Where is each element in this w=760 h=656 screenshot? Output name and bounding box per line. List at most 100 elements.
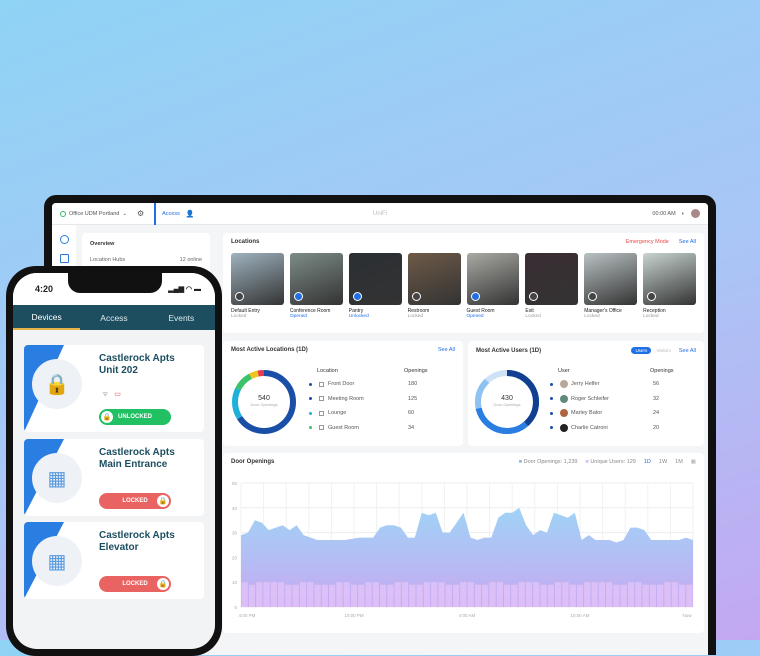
device-card[interactable]: 🔒 Castlerock Apts Unit 202 ᯤ ▭ 🔒 UNLOCKED: [24, 345, 204, 432]
table-row[interactable]: Marley Bator 24: [550, 406, 695, 421]
toggle-visitors[interactable]: Visitors: [656, 348, 671, 353]
col-openings: Openings: [650, 368, 674, 374]
lock-status-button[interactable]: 🔒 UNLOCKED: [99, 409, 171, 425]
col-location: Location: [317, 368, 338, 374]
user-avatar: [560, 423, 568, 432]
openings-value: 125: [408, 395, 418, 402]
user-name: Charlie Catroni: [571, 424, 608, 431]
location-tile[interactable]: Manager's Office Locked: [584, 253, 638, 319]
device-name-line2: Unit 202: [99, 365, 138, 376]
location-name: Manager's Office: [584, 308, 622, 314]
openings-value: 60: [408, 410, 415, 417]
dashboard-icon[interactable]: [59, 235, 69, 244]
unlocked-icon: 🔒: [101, 411, 113, 423]
device-name: Castlerock Apts Main Entrance: [99, 447, 175, 471]
table-row[interactable]: Meeting Room 125: [309, 392, 449, 407]
locations-title: Locations: [231, 239, 260, 245]
unique-users-bar: [503, 584, 511, 607]
phone: 4:20 ▂▄▆ ◠ ▬ Devices Access Events 🔒 Castl…: [6, 266, 222, 656]
door-icon: [293, 292, 303, 301]
user-name: Jerry Helfer: [571, 381, 600, 388]
table-row[interactable]: Roger Schleifer 32: [550, 392, 695, 407]
door-openings-area: [241, 507, 693, 607]
door-openings-chart: 0 10 20 30 40 50 4:00 PM 10:00 PM 4:00 AM 10:00 A…: [232, 481, 694, 618]
phone-screen: 4:20 ▂▄▆ ◠ ▬ Devices Access Events 🔒 Castl…: [13, 273, 215, 649]
location-tile[interactable]: Reception Locked: [643, 253, 696, 319]
unique-users-bar: [635, 582, 642, 607]
unique-users-bar: [489, 582, 496, 607]
keypad-icon: ▦: [32, 453, 82, 503]
device-name-line2: Elevator: [99, 542, 139, 553]
location-name: Reception: [643, 308, 666, 314]
site-selector[interactable]: Office UDM Portland ⌄: [60, 210, 127, 217]
lock-status-button[interactable]: 🔒 LOCKED: [99, 576, 171, 592]
unique-users-bar: [576, 584, 584, 607]
signal-wifi-battery-icon: ▂▄▆ ◠ ▬: [168, 286, 201, 293]
unique-users-bar: [496, 582, 503, 607]
tab-access[interactable]: Access: [154, 203, 186, 225]
location-tile[interactable]: Exit Locked: [525, 253, 579, 319]
see-all-link[interactable]: See All: [437, 347, 455, 353]
location-status: Opened: [289, 314, 307, 319]
unique-users-bar: [664, 582, 671, 607]
bullet: [550, 426, 553, 430]
unique-users-bar: [598, 582, 606, 607]
range-1d[interactable]: 1D: [643, 459, 651, 465]
settings-icon[interactable]: ⚙: [136, 209, 145, 218]
calendar-icon[interactable]: ▦: [690, 459, 696, 465]
table-row[interactable]: Lounge 60: [309, 406, 449, 421]
wifi-battery-icon: ᯤ ▭: [102, 391, 121, 398]
active-locations-card: Most Active Locations (1D) See All 540 Doo…: [223, 341, 463, 446]
table-row[interactable]: Jerry Helfer 56: [550, 377, 695, 392]
col-user: User: [558, 368, 570, 374]
lock-status-text: LOCKED: [122, 498, 148, 504]
range-1w[interactable]: 1W: [658, 459, 668, 465]
tab-events[interactable]: Events: [168, 312, 195, 323]
lock-status-button[interactable]: 🔒 LOCKED: [99, 493, 171, 509]
bullet: [309, 411, 312, 415]
table-row[interactable]: Charlie Catroni 20: [550, 421, 695, 436]
legend-door-openings: ■ Door Openings: 1,239: [518, 459, 578, 465]
unique-users-bar: [686, 584, 693, 607]
bullet: [550, 397, 553, 401]
location-tile[interactable]: Restroom Locked: [407, 253, 461, 319]
location-tile[interactable]: Default Entry Locked: [231, 253, 284, 319]
card-title: Most Active Users (1D): [476, 347, 542, 354]
table-row[interactable]: Guest Room 34: [309, 421, 449, 436]
users-donut: [475, 370, 539, 434]
bullet: [550, 411, 553, 415]
see-all-link[interactable]: See All: [678, 239, 696, 245]
users-icon[interactable]: 👤: [185, 210, 195, 218]
location-status: Opened: [466, 314, 484, 319]
overview-title: Overview: [90, 241, 115, 247]
openings-value: 180: [408, 381, 418, 388]
unique-users-bar: [452, 584, 460, 607]
see-all-link[interactable]: See All: [678, 347, 696, 354]
location-status: Locked: [584, 314, 600, 319]
location-tile[interactable]: Conference Room Opened: [289, 253, 343, 319]
range-1m[interactable]: 1M: [675, 459, 683, 465]
avatar[interactable]: [691, 209, 700, 218]
tab-access[interactable]: Access: [100, 312, 128, 323]
document-icon[interactable]: [59, 254, 69, 263]
tab-devices[interactable]: Devices: [13, 305, 81, 330]
device-card[interactable]: ▦ Castlerock Apts Main Entrance 🔒 LOCKED: [24, 439, 204, 516]
device-card[interactable]: ▦ Castlerock Apts Elevator 🔒 LOCKED: [24, 522, 204, 599]
emergency-mode-button[interactable]: Emergency Mode: [625, 239, 669, 245]
unique-users-bar: [270, 582, 277, 607]
phone-time: 4:20: [35, 284, 54, 294]
unique-users-bar: [307, 582, 314, 607]
brand: UniFi: [372, 210, 388, 217]
location-tile[interactable]: Pantry Unlocked: [348, 253, 402, 319]
toggle-users[interactable]: Users: [631, 347, 652, 354]
table-row[interactable]: Front Door 180: [309, 377, 449, 392]
door-icon: [470, 292, 480, 301]
unique-users-bar: [380, 584, 387, 607]
location-image: [348, 253, 402, 305]
device-name: Castlerock Apts Elevator: [99, 530, 175, 554]
locked-icon: 🔒: [157, 578, 169, 590]
location-tile[interactable]: Guest Room Opened: [466, 253, 520, 319]
unique-users-bar: [554, 582, 562, 607]
theme-icon[interactable]: ◐: [681, 210, 685, 217]
unique-users-bar: [248, 584, 256, 607]
